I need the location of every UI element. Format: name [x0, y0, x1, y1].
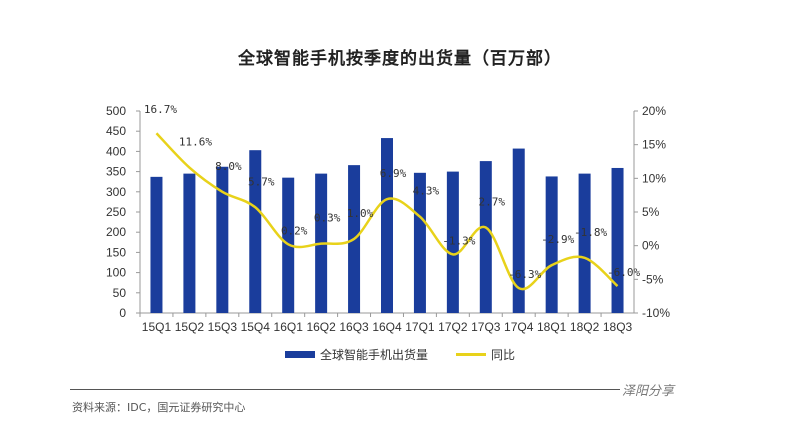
- x-tick-label: 15Q4: [241, 320, 271, 334]
- data-label: 4.3%: [413, 185, 440, 198]
- data-label: -1.3%: [442, 234, 475, 247]
- x-tick-label: 16Q4: [372, 320, 402, 334]
- watermark: 泽阳分享: [622, 384, 675, 399]
- legend-bar-swatch: [284, 351, 315, 358]
- right-tick-label: 15%: [642, 138, 666, 152]
- bar: [611, 167, 624, 313]
- data-label: 0.2%: [281, 224, 308, 237]
- right-tick-label: 0%: [642, 239, 660, 253]
- right-tick-label: 10%: [642, 171, 666, 185]
- bar: [150, 176, 163, 313]
- left-tick-label: 150: [106, 245, 126, 259]
- bar: [446, 171, 459, 313]
- x-tick-label: 16Q3: [339, 320, 369, 334]
- legend-label: 全球智能手机出货量: [319, 348, 428, 362]
- left-tick-label: 500: [106, 104, 126, 118]
- data-label: 1.0%: [347, 207, 374, 220]
- x-tick-label: 16Q1: [274, 320, 304, 334]
- bar: [216, 166, 229, 313]
- data-label: 0.3%: [314, 212, 341, 225]
- x-tick-label: 18Q2: [570, 320, 600, 334]
- left-tick-label: 50: [113, 286, 127, 300]
- bar: [413, 172, 426, 313]
- chart-title: 全球智能手机按季度的出货量（百万部）: [238, 49, 562, 69]
- bar: [479, 161, 492, 313]
- bar: [381, 138, 393, 313]
- data-label: 6.9%: [380, 167, 407, 180]
- x-tick-label: 16Q2: [306, 320, 336, 334]
- bar: [249, 150, 262, 313]
- x-tick-label: 18Q1: [537, 320, 567, 334]
- x-tick-label: 17Q2: [438, 320, 468, 334]
- data-label: -2.9%: [541, 233, 574, 246]
- x-tick-label: 15Q1: [142, 320, 172, 334]
- data-label: 5.7%: [248, 175, 275, 188]
- data-label: -6.3%: [508, 268, 541, 281]
- left-tick-label: 350: [106, 165, 126, 179]
- legend-line-swatch: [456, 353, 486, 356]
- data-label: 11.6%: [179, 136, 212, 149]
- left-tick-label: 100: [106, 266, 126, 280]
- legend: 全球智能手机出货量 同比: [0, 346, 800, 363]
- data-label: 8.0%: [215, 160, 242, 173]
- data-label: 16.7%: [144, 103, 177, 116]
- bar: [183, 173, 196, 313]
- source-note: 资料来源：IDC，国元证券研究中心: [72, 401, 246, 414]
- bar: [545, 176, 558, 313]
- legend-item-shipments: 全球智能手机出货量: [284, 346, 428, 363]
- x-tick-label: 15Q3: [208, 320, 238, 334]
- data-label: 2.7%: [479, 195, 506, 208]
- left-tick-label: 450: [106, 124, 126, 138]
- left-tick-label: 200: [106, 225, 126, 239]
- left-tick-label: 250: [106, 205, 126, 219]
- divider: [70, 389, 620, 390]
- x-tick-label: 18Q3: [603, 320, 633, 334]
- data-label: -6.0%: [607, 266, 640, 279]
- legend-item-yoy: 同比: [456, 346, 515, 363]
- x-tick-label: 15Q2: [175, 320, 205, 334]
- left-tick-label: 0: [119, 306, 126, 320]
- bar: [578, 173, 591, 313]
- bar: [512, 148, 525, 313]
- left-tick-label: 300: [106, 185, 126, 199]
- data-label: -1.8%: [574, 226, 607, 239]
- x-tick-label: 17Q3: [471, 320, 501, 334]
- x-tick-label: 17Q4: [504, 320, 534, 334]
- yoy-line: [155, 132, 619, 291]
- left-tick-label: 400: [106, 144, 126, 158]
- legend-label: 同比: [491, 348, 516, 362]
- right-tick-label: -10%: [642, 306, 670, 320]
- right-tick-label: 20%: [642, 104, 666, 118]
- right-tick-label: -5%: [642, 272, 664, 286]
- right-tick-label: 5%: [642, 205, 660, 219]
- x-tick-label: 17Q1: [405, 320, 435, 334]
